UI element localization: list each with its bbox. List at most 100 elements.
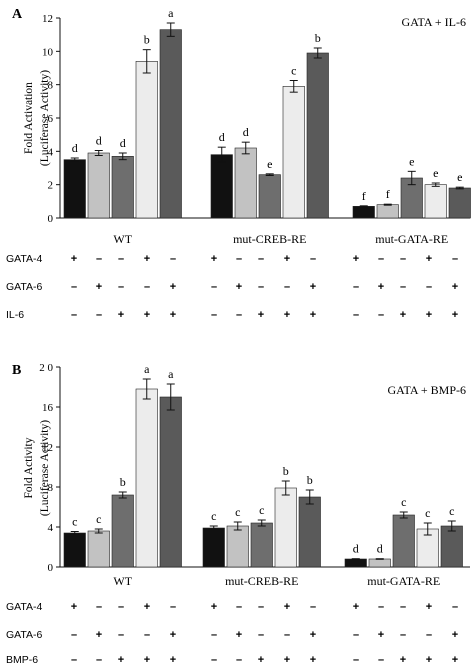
condition-sign: – [211,281,217,293]
bar [135,61,158,219]
condition-label: IL-6 [6,309,24,321]
condition-sign: + [236,629,242,641]
y-axis-label: (Luciferase Activity) [39,70,51,166]
bar [448,187,471,219]
condition-sign: + [71,253,77,265]
y-axis-label: (Luciferase Activity) [39,420,51,516]
condition-sign: – [400,281,406,293]
condition-sign: – [71,654,77,666]
condition-sign: + [170,309,176,321]
significance-letter: a [168,6,174,20]
condition-sign: + [170,654,176,666]
y-tick-label: 6 [48,113,54,125]
significance-letter: e [433,166,438,180]
significance-letter: d [219,130,225,144]
condition-sign: – [144,281,150,293]
bar [202,527,225,568]
condition-sign: – [310,253,316,265]
y-tick-label: 12 [42,13,53,25]
condition-sign: + [452,629,458,641]
y-tick-label: 8 [48,482,54,494]
chart-title: GATA + BMP-6 [388,383,467,397]
condition-sign: + [258,654,264,666]
condition-sign: – [353,281,359,293]
condition-sign: + [118,309,124,321]
significance-letter: e [409,154,414,168]
condition-sign: + [378,629,384,641]
bar [111,156,134,219]
bar [250,522,273,568]
significance-letter: c [72,515,77,529]
bar [159,396,182,568]
condition-sign: – [400,601,406,613]
y-axis-label: Fold Activation [23,82,35,154]
condition-label: GATA-6 [6,281,43,293]
significance-letter: b [283,464,289,478]
bar [392,514,415,568]
condition-sign: – [378,601,384,613]
condition-sign: – [378,309,384,321]
bar [440,525,463,568]
significance-letter: c [425,506,430,520]
condition-sign: – [96,309,102,321]
bar [210,154,233,219]
y-axis-label: Fold Activity [23,437,35,498]
bar [298,496,321,568]
condition-sign: – [258,601,264,613]
condition-sign: – [426,281,432,293]
bar [306,52,329,219]
condition-label: BMP-6 [6,654,38,666]
significance-letter: b [144,33,150,47]
condition-sign: – [71,281,77,293]
significance-letter: a [168,367,174,381]
bar [352,206,375,219]
condition-sign: – [170,601,176,613]
bar [424,184,447,219]
condition-sign: – [96,601,102,613]
condition-sign: + [284,601,290,613]
significance-letter: e [457,170,462,184]
condition-sign: – [378,654,384,666]
bar [63,532,86,568]
condition-sign: – [71,309,77,321]
condition-sign: – [284,281,290,293]
condition-sign: – [353,654,359,666]
condition-sign: + [284,654,290,666]
condition-sign: – [236,253,242,265]
condition-label: GATA-6 [6,629,43,641]
bar [111,494,134,568]
condition-sign: + [118,654,124,666]
condition-sign: + [71,601,77,613]
significance-letter: e [267,157,272,171]
significance-letter: f [362,189,366,203]
bar [368,558,391,568]
bar [282,86,305,219]
significance-letter: c [211,509,216,523]
condition-sign: + [426,654,432,666]
group-label: mut-GATA-RE [375,232,448,246]
y-tick-label: 12 [42,442,53,454]
significance-letter: c [401,495,406,509]
condition-sign: – [96,654,102,666]
condition-sign: + [211,601,217,613]
significance-letter: d [377,542,383,556]
condition-sign: + [211,253,217,265]
condition-sign: – [284,629,290,641]
bar [274,487,297,568]
condition-sign: + [284,253,290,265]
condition-sign: – [310,601,316,613]
condition-sign: + [96,281,102,293]
condition-sign: + [452,281,458,293]
significance-letter: c [291,64,296,78]
chart-title: GATA + IL-6 [402,15,466,29]
y-tick-label: 0 [48,562,54,574]
condition-sign: – [426,629,432,641]
condition-sign: + [310,309,316,321]
condition-sign: – [118,629,124,641]
condition-sign: + [426,253,432,265]
condition-sign: + [284,309,290,321]
y-tick-label: 2 [48,180,54,192]
panel-label: A [12,7,23,22]
group-label: mut-GATA-RE [367,574,440,588]
condition-sign: – [170,253,176,265]
